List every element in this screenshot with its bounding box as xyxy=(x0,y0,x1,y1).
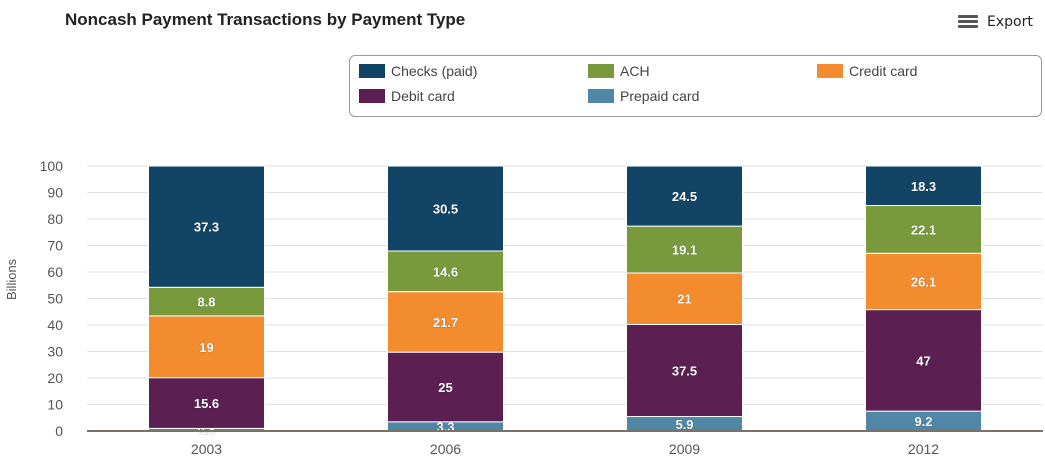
data-label: 5.9 xyxy=(675,417,693,432)
x-tick-label: 2003 xyxy=(191,441,222,457)
legend-swatch xyxy=(359,89,385,103)
data-label: 9.2 xyxy=(914,414,932,429)
data-label: 15.6 xyxy=(194,396,219,411)
y-tick-label: 20 xyxy=(47,370,63,386)
bar-segment xyxy=(148,286,265,317)
legend-item-prepaid-card[interactable]: Prepaid card xyxy=(588,88,699,104)
data-label: 24.5 xyxy=(672,189,697,204)
y-tick-label: 60 xyxy=(47,264,63,280)
x-tick-label: 2009 xyxy=(669,441,700,457)
legend-label: Prepaid card xyxy=(620,88,700,104)
export-button[interactable]: Export xyxy=(958,14,1033,30)
chart-title: Noncash Payment Transactions by Payment … xyxy=(65,10,466,29)
legend-label: Debit card xyxy=(391,88,455,104)
export-label: Export xyxy=(987,14,1033,30)
bar-segment xyxy=(626,324,743,418)
legend-swatch xyxy=(588,89,614,103)
bar-segment xyxy=(148,315,265,379)
bar-segment xyxy=(387,351,504,423)
y-tick-label: 70 xyxy=(47,238,63,254)
chart-legend: Checks (paid) ACH Credit card Debit card… xyxy=(349,55,1042,117)
bar-segment xyxy=(865,205,982,254)
legend-item-debit-card[interactable]: Debit card xyxy=(359,88,455,104)
legend-label: Checks (paid) xyxy=(391,63,478,79)
bar-segment xyxy=(865,252,982,311)
data-label: 19.1 xyxy=(672,243,697,258)
bar-segment xyxy=(865,165,982,207)
bar-segment xyxy=(865,309,982,412)
data-label: 25 xyxy=(438,380,452,395)
data-label: 37.5 xyxy=(672,364,697,379)
data-label: 18.3 xyxy=(911,179,936,194)
data-label: 19 xyxy=(199,340,213,355)
legend-label: ACH xyxy=(620,63,650,79)
bar-segment xyxy=(626,272,743,326)
y-tick-label: 100 xyxy=(40,158,64,174)
legend-swatch xyxy=(817,64,843,78)
legend-swatch xyxy=(588,64,614,78)
data-label: 37.3 xyxy=(194,220,219,235)
y-tick-label: 0 xyxy=(55,423,63,439)
bar-segment xyxy=(626,225,743,274)
y-tick-label: 90 xyxy=(47,185,63,201)
x-tick-label: 2006 xyxy=(430,441,461,457)
data-label: 21 xyxy=(677,292,691,307)
legend-swatch xyxy=(359,64,385,78)
data-label: 21.7 xyxy=(433,315,458,330)
bar-segment xyxy=(148,165,265,288)
data-label: 26.1 xyxy=(911,274,936,289)
data-label: 14.6 xyxy=(433,264,458,279)
y-tick-label: 30 xyxy=(47,344,63,360)
legend-label: Credit card xyxy=(849,63,918,79)
y-tick-label: 40 xyxy=(47,317,63,333)
bar-segment xyxy=(387,250,504,293)
menu-icon xyxy=(958,15,978,29)
legend-item-checks[interactable]: Checks (paid) xyxy=(359,63,477,79)
bar-segment xyxy=(626,165,743,227)
x-tick-label: 2012 xyxy=(908,441,939,457)
y-tick-label: 10 xyxy=(47,397,63,413)
y-tick-label: 80 xyxy=(47,211,63,227)
bar-segment xyxy=(148,377,265,429)
data-label: 22.1 xyxy=(911,222,936,237)
bar-segment xyxy=(387,291,504,353)
y-tick-label: 50 xyxy=(47,291,63,307)
bar-segment xyxy=(387,165,504,252)
data-label: 30.5 xyxy=(433,201,458,216)
data-label: 47 xyxy=(916,353,930,368)
legend-item-credit-card[interactable]: Credit card xyxy=(817,63,917,79)
legend-item-ach[interactable]: ACH xyxy=(588,63,650,79)
data-label: 8.8 xyxy=(197,295,215,310)
